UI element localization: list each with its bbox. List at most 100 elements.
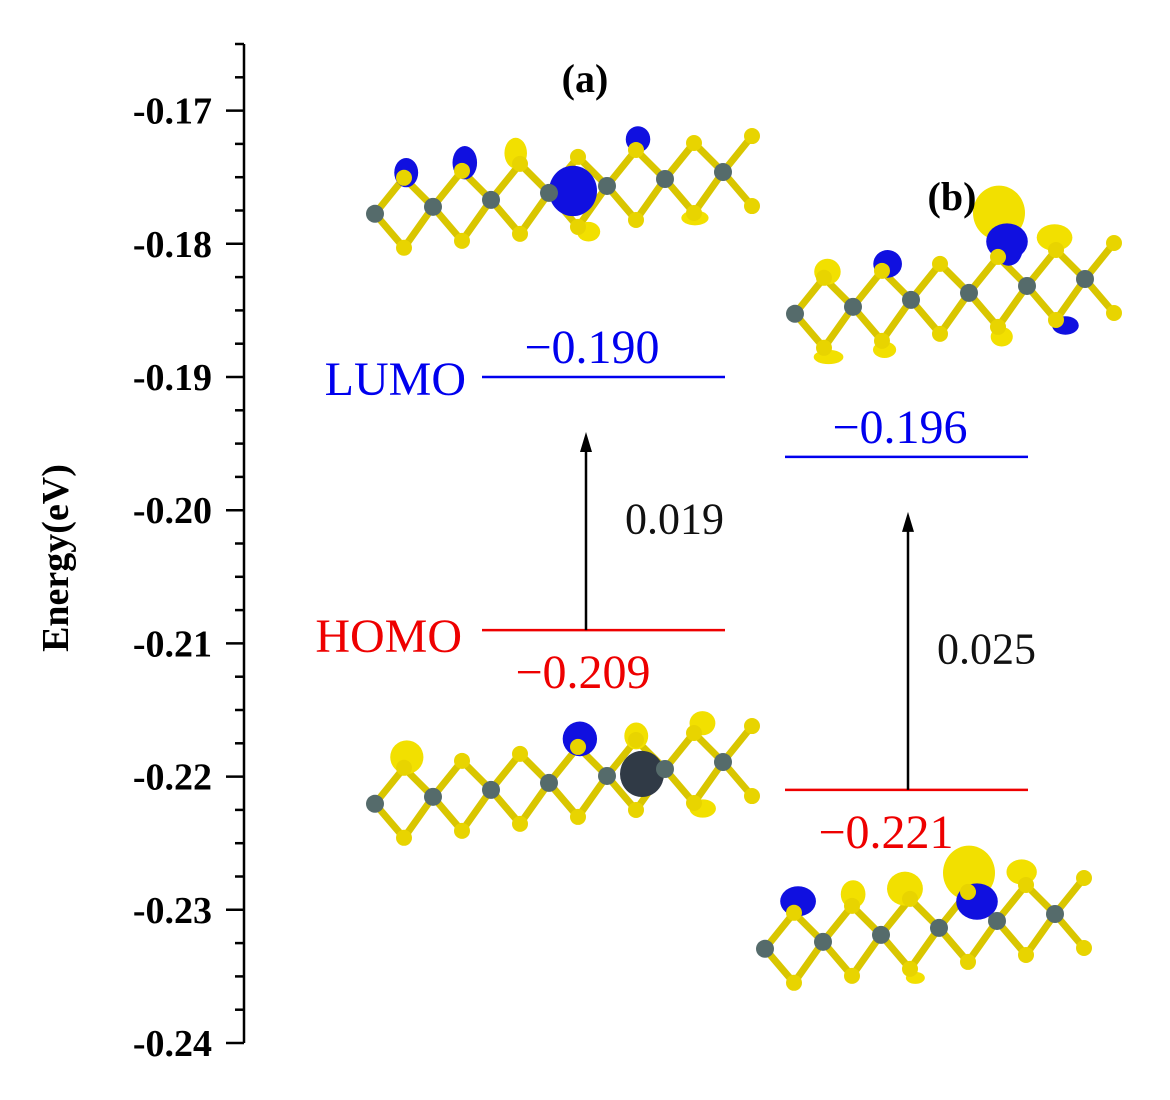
orbital-lobe (549, 165, 597, 217)
y-axis-title: Energy(eV) (35, 464, 77, 652)
s-atom (512, 815, 528, 832)
panel-b-lumo-value: −0.196 (832, 401, 967, 454)
s-atom (396, 829, 412, 846)
mo-atom (786, 304, 804, 323)
s-atom (932, 325, 948, 342)
s-atom (1076, 870, 1092, 886)
mo-atom (540, 183, 558, 202)
s-atom (1018, 946, 1034, 963)
s-atom (1106, 235, 1122, 251)
panel-b-gap-arrowhead (902, 511, 914, 532)
s-atom (1048, 311, 1064, 328)
s-atom (874, 262, 890, 279)
s-atom (1018, 876, 1034, 893)
homo-name-label: HOMO (315, 610, 462, 663)
s-atom (686, 205, 702, 221)
s-atom (1048, 241, 1064, 258)
y-tick-label: -0.24 (133, 1023, 212, 1065)
s-atom (932, 255, 948, 272)
y-tick-label: -0.22 (133, 757, 212, 799)
s-atom (960, 953, 976, 970)
mo-atom (902, 290, 920, 309)
a-lumo-orbital-image (366, 126, 760, 256)
mo-atom (872, 925, 890, 944)
s-atom (990, 318, 1006, 335)
y-tick-label: -0.21 (133, 623, 212, 665)
s-atom (1076, 940, 1092, 956)
s-atom (1106, 305, 1122, 321)
b-homo-orbital-image (756, 845, 1092, 991)
mo-atom (366, 794, 384, 813)
energy-levels: −0.190 −0.209 0.019 −0.196 −0.221 0.025 (482, 321, 1036, 859)
y-tick-label: -0.20 (133, 490, 212, 532)
mo-atom (598, 176, 616, 195)
s-atom (454, 822, 470, 839)
panel-a-label: (a) (562, 56, 609, 101)
s-atom (570, 808, 586, 825)
mo-atom (844, 297, 862, 316)
mo-atom (656, 760, 674, 778)
s-atom (628, 801, 644, 818)
s-atom (744, 718, 760, 735)
y-tick-label: -0.17 (133, 91, 212, 133)
s-atom (396, 169, 412, 186)
mo-atom (540, 773, 558, 792)
s-atom (874, 332, 890, 349)
s-atom (570, 148, 586, 165)
panel-a-gap-arrowhead (580, 432, 592, 452)
b-lumo-orbital-image (786, 185, 1122, 365)
s-atom (628, 211, 644, 228)
mo-atom (1046, 905, 1064, 923)
s-atom (786, 904, 802, 921)
mo-atom (482, 190, 500, 209)
y-axis: -0.17 -0.18 -0.19 -0.20 -0.21 -0.22 -0.23 -0.24 (133, 42, 246, 1065)
s-atom (686, 135, 702, 151)
s-atom (628, 731, 644, 748)
mo-atom (424, 197, 442, 216)
panel-a-lumo-value: −0.190 (524, 321, 659, 374)
y-tick-label: -0.23 (133, 890, 212, 932)
mo-atom (598, 766, 616, 785)
mo-atom (656, 170, 674, 188)
s-atom (628, 141, 644, 158)
s-atom (512, 745, 528, 762)
mo-atom (988, 911, 1006, 930)
mo-atom (960, 283, 978, 302)
s-atom (454, 752, 470, 769)
mo-atom (930, 918, 948, 937)
s-atom (902, 890, 918, 907)
s-atom (816, 339, 832, 356)
mo-atom (482, 780, 500, 799)
s-atom (844, 967, 860, 984)
a-homo-orbital-image (366, 711, 760, 846)
s-atom (686, 795, 702, 811)
s-atom (844, 897, 860, 914)
s-atom (454, 232, 470, 249)
mo-atom (814, 932, 832, 951)
s-atom (396, 239, 412, 256)
s-atom (512, 155, 528, 172)
panel-b-gap-value: 0.025 (937, 624, 1036, 673)
mo-atom (714, 753, 732, 772)
s-atom (744, 128, 760, 145)
s-atom (744, 198, 760, 215)
mo-atom (756, 939, 774, 958)
panel-a-homo-value: −0.209 (515, 646, 650, 699)
mo-atom (424, 787, 442, 806)
s-atom (816, 269, 832, 286)
s-atom (396, 759, 412, 776)
s-atom (454, 162, 470, 179)
s-atom (786, 974, 802, 991)
s-atom (960, 883, 976, 900)
s-atom (570, 738, 586, 755)
s-atom (686, 725, 702, 741)
panel-a-gap-value: 0.019 (625, 495, 724, 544)
panel-b-label: (b) (928, 174, 977, 219)
mo-atom (714, 163, 732, 182)
s-atom (990, 248, 1006, 265)
s-atom (512, 225, 528, 242)
mo-atom (1076, 270, 1094, 288)
panel-b-homo-value: −0.221 (818, 806, 953, 859)
mo-atom (366, 204, 384, 223)
